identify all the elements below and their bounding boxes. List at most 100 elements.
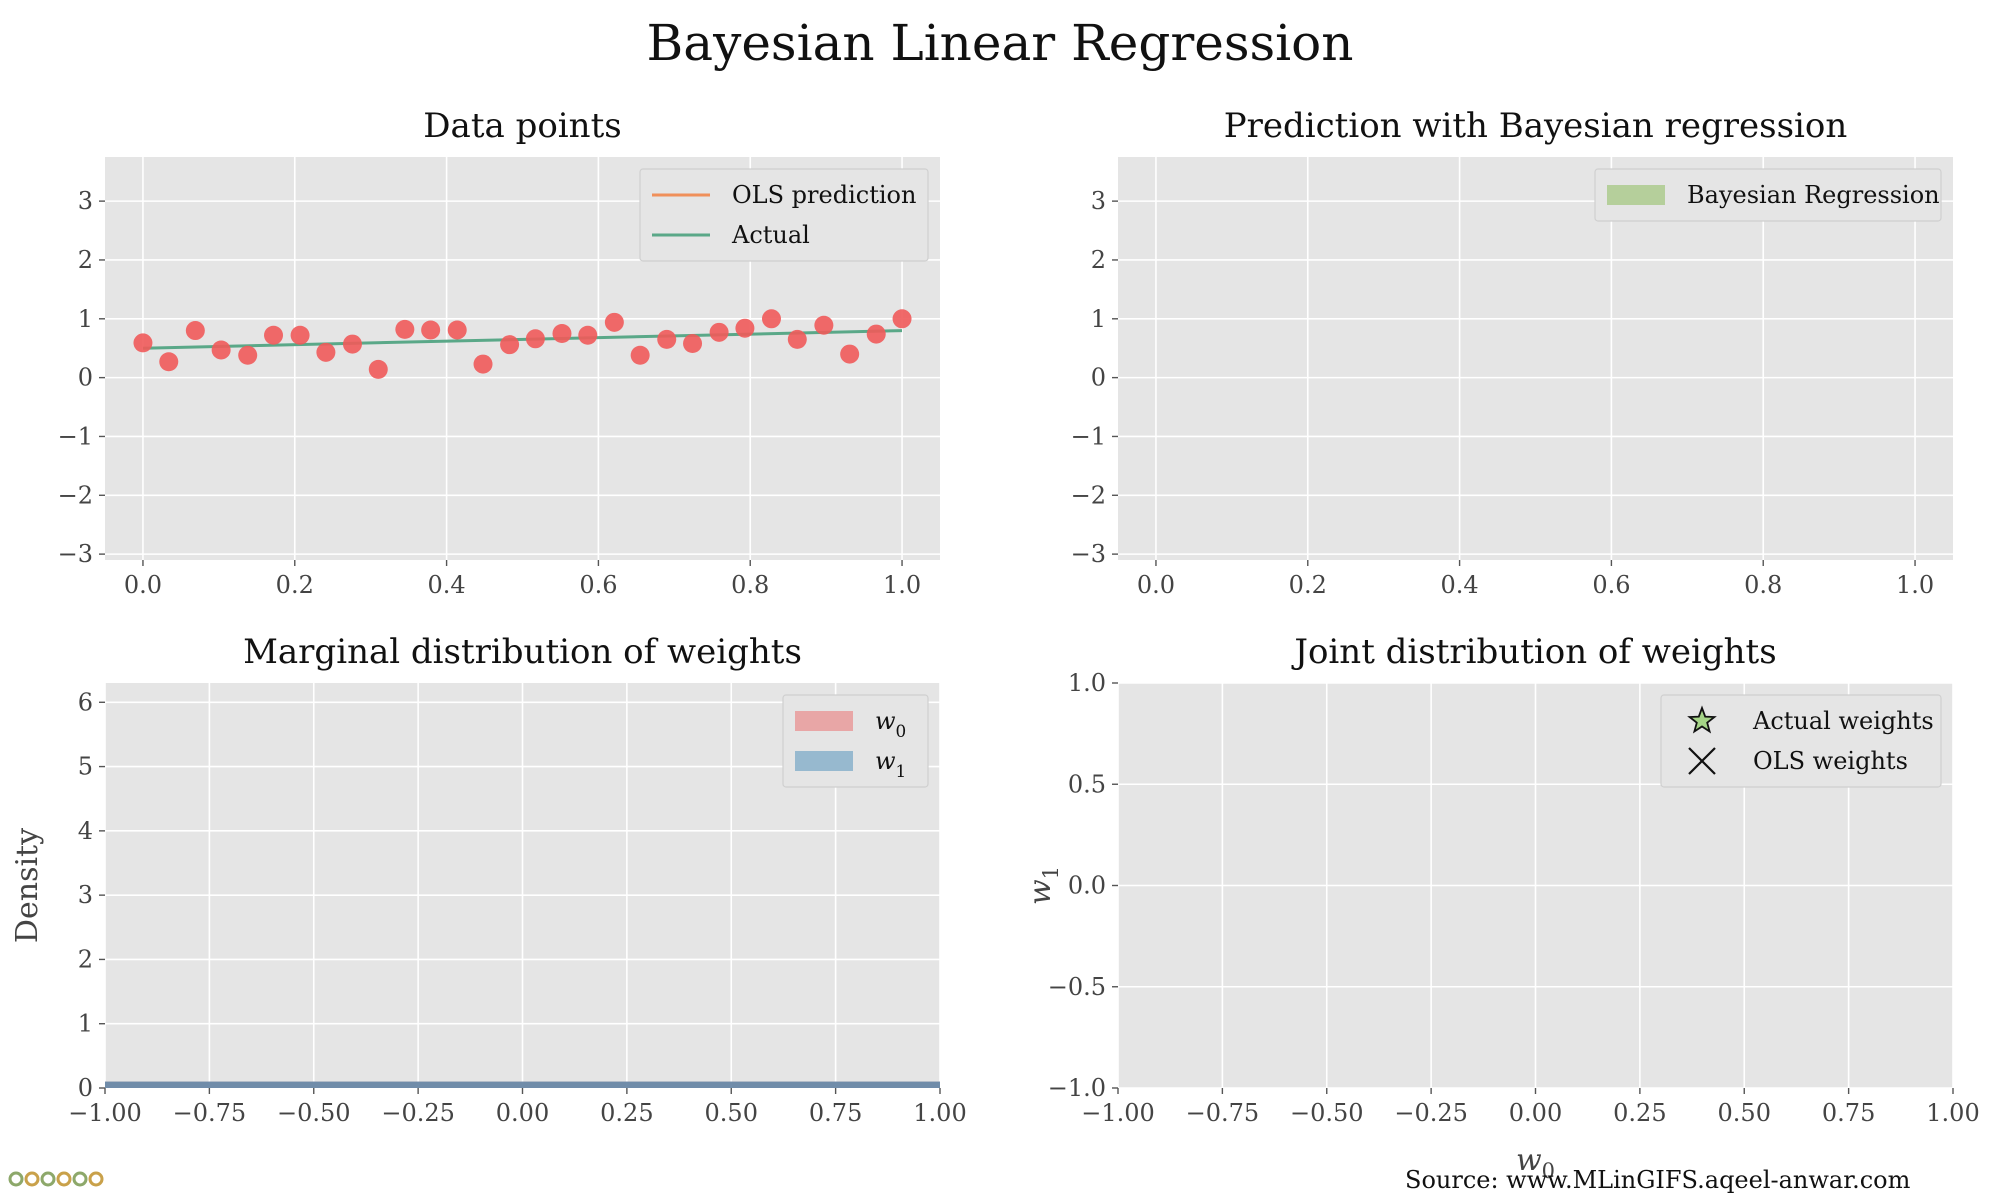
x-tick-label: −0.25 [381, 1099, 455, 1127]
y-axis-label-main: w [1023, 879, 1058, 905]
panel-prediction: 0.0 0.2 0.4 0.6 0.8 1.0 −3 −2 −1 0 1 2 3 Prediction w… [1071, 106, 1953, 599]
panel-marginal: −1.00 −0.75 −0.50 −0.25 0.00 0.25 0.50 0.75 1.00… [10, 632, 967, 1127]
y-tick-label: 2 [78, 945, 93, 973]
legend-label-main: w [875, 747, 896, 775]
x-tick-label: 0.0 [124, 571, 162, 599]
y-tick-label: 3 [1091, 187, 1106, 215]
panels: 0.0 0.2 0.4 0.6 0.8 1.0 −3 −2 −1 0 1 2 3 Data points O… [10, 106, 1980, 1183]
data-point [185, 321, 205, 341]
y-tick-label: −1 [58, 422, 93, 450]
data-point [578, 325, 598, 345]
legend-box [1660, 694, 1942, 788]
x-tick-label: 0.25 [1613, 1099, 1666, 1127]
y-tick-label: 3 [78, 881, 93, 909]
y-tick-label: 2 [78, 246, 93, 274]
plot-area [1118, 157, 1953, 560]
x-tick-label: 0.00 [496, 1099, 549, 1127]
x-axis-label-sub: 0 [1542, 1159, 1555, 1183]
data-point [683, 333, 703, 353]
data-point [761, 309, 781, 329]
y-tick-label: −0.5 [1048, 973, 1106, 1001]
x-axis-label-main: w [1516, 1143, 1542, 1178]
legend: Bayesian Regression [1594, 168, 1942, 222]
x-tick-label: 0.50 [1718, 1099, 1771, 1127]
legend-box [639, 168, 929, 262]
legend-label: w1 [875, 747, 906, 781]
panel-title: Joint distribution of weights [1291, 632, 1776, 672]
x-tick-label: 0.50 [705, 1099, 758, 1127]
y-axis-label: w1 [1023, 866, 1063, 905]
data-point [709, 322, 729, 342]
x-tick-label: −1.00 [68, 1099, 142, 1127]
legend-label-sub: 1 [896, 761, 907, 781]
data-point [657, 329, 677, 349]
legend-patch-swatch [795, 751, 853, 771]
y-tick-label: 4 [78, 817, 93, 845]
data-point [264, 325, 284, 345]
y-tick-label: −1 [1071, 422, 1106, 450]
star-icon [1687, 705, 1717, 734]
figure-title: Bayesian Linear Regression [647, 14, 1354, 72]
x-tick-label: 0.75 [1822, 1099, 1875, 1127]
panel-title: Data points [423, 106, 621, 146]
x-tick-label: −1.00 [1081, 1099, 1155, 1127]
y-tick-label: −1.0 [1048, 1074, 1106, 1102]
x-tick-label: 0.2 [1289, 571, 1327, 599]
legend-label: OLS prediction [732, 181, 916, 209]
legend-label: Actual weights [1752, 707, 1934, 735]
panel-joint: −1.00 −0.75 −0.50 −0.25 0.00 0.25 0.50 0.75 1.00… [1023, 632, 1980, 1183]
actual-line [142, 329, 903, 350]
data-point [525, 329, 545, 349]
legend-label: w0 [875, 707, 906, 741]
data-point [238, 345, 258, 365]
data-point [368, 359, 388, 379]
x-tick-label: 1.00 [913, 1099, 966, 1127]
x-tick-label: 1.0 [883, 571, 921, 599]
x-tick-label: −0.50 [277, 1099, 351, 1127]
x-tick-label: 0.4 [1441, 571, 1479, 599]
data-point [421, 320, 441, 340]
data-point [735, 318, 755, 338]
data-point [290, 325, 310, 345]
panel-title: Marginal distribution of weights [243, 632, 802, 672]
x-tick-label: −0.50 [1290, 1099, 1364, 1127]
x-tick-label: 0.0 [1137, 571, 1175, 599]
legend-patch-swatch [1607, 185, 1665, 205]
y-tick-label: 6 [78, 688, 93, 716]
x-tick-label: 0.2 [276, 571, 314, 599]
x-tick-label: −0.75 [1186, 1099, 1260, 1127]
legend-label: Bayesian Regression [1687, 181, 1940, 209]
x-tick-label: 1.0 [1896, 571, 1934, 599]
x-tick-label: −0.25 [1394, 1099, 1468, 1127]
data-point [630, 345, 650, 365]
legend-label: OLS weights [1753, 747, 1908, 775]
y-tick-label: −2 [1071, 481, 1106, 509]
data-point [342, 334, 362, 354]
data-point [500, 335, 520, 355]
y-tick-label: −3 [1071, 540, 1106, 568]
data-point [787, 329, 807, 349]
data-point [840, 344, 860, 364]
legend-label-main: w [875, 707, 896, 735]
panel-data-points: 0.0 0.2 0.4 0.6 0.8 1.0 −3 −2 −1 0 1 2 3 Data points O… [58, 106, 940, 599]
data-point [604, 312, 624, 332]
data-point [473, 354, 493, 374]
y-tick-label: 2 [1091, 246, 1106, 274]
cross-icon [1688, 747, 1716, 775]
x-tick-label: 0.6 [579, 571, 617, 599]
data-point [159, 352, 179, 372]
y-tick-label: 5 [78, 753, 93, 781]
x-tick-label: 0.6 [1592, 571, 1630, 599]
logo [8, 1171, 104, 1187]
y-tick-label: 3 [78, 187, 93, 215]
y-tick-label: 1 [78, 1010, 93, 1038]
data-point [892, 309, 912, 329]
data-point [814, 315, 834, 335]
density-w1 [105, 1081, 940, 1088]
y-tick-label: −3 [58, 540, 93, 568]
y-tick-label: 0 [78, 364, 93, 392]
legend: Actual weights OLS weights [1660, 694, 1942, 788]
y-tick-label: 1 [78, 305, 93, 333]
